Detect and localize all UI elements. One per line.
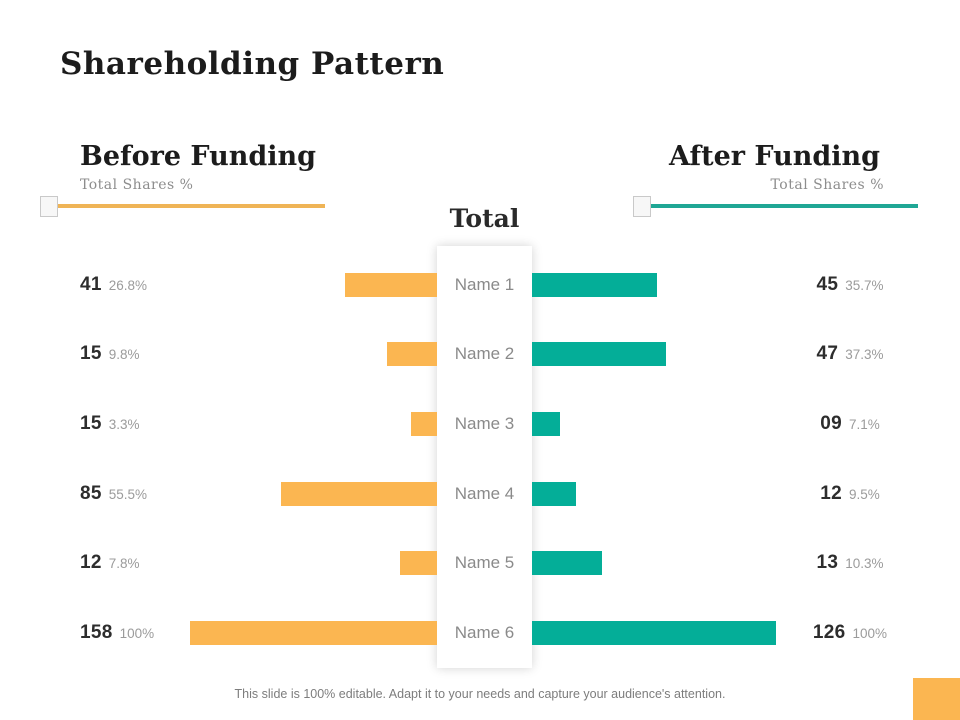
after-percent: 10.3%	[845, 556, 884, 572]
before-bar	[387, 342, 437, 367]
after-value-group: 126 100%	[785, 622, 915, 644]
category-label: Name 1	[454, 274, 515, 294]
center-column-panel	[437, 246, 532, 668]
before-bar	[190, 621, 437, 646]
after-funding-accent-rule	[651, 204, 918, 208]
after-funding-handle-square	[633, 196, 651, 217]
after-value: 13	[816, 552, 839, 574]
before-value-group: 158 100%	[80, 622, 154, 644]
before-funding-title: Before Funding	[80, 141, 317, 172]
before-value: 85	[80, 482, 102, 504]
after-percent: 37.3%	[845, 347, 884, 363]
table-row: 85 55.5% Name 4 12 9.5%	[0, 459, 960, 529]
before-percent: 3.3%	[108, 417, 140, 433]
after-bar	[532, 551, 602, 576]
before-percent: 7.8%	[108, 556, 140, 572]
before-funding-handle-square	[40, 196, 58, 217]
category-label: Name 5	[454, 553, 515, 573]
before-bar	[400, 551, 437, 576]
after-value: 126	[812, 622, 846, 644]
after-percent: 100%	[852, 626, 888, 642]
after-value: 12	[820, 482, 842, 504]
footer-note: This slide is 100% editable. Adapt it to…	[234, 687, 726, 701]
before-value-group: 41 26.8%	[80, 274, 147, 296]
after-value: 09	[820, 413, 842, 435]
after-value-group: 09 7.1%	[785, 413, 915, 435]
before-value-group: 15 3.3%	[80, 413, 140, 435]
corner-accent-square	[913, 678, 960, 720]
tornado-chart: 41 26.8% Name 1 45 35.7% 15 9.8% Name 2 …	[0, 250, 960, 668]
after-bar	[532, 481, 576, 506]
before-value: 15	[80, 343, 102, 365]
after-value-group: 13 10.3%	[785, 552, 915, 574]
after-bar	[532, 342, 666, 367]
before-funding-subtitle: Total Shares %	[80, 177, 194, 193]
after-value: 45	[816, 273, 839, 295]
table-row: 15 3.3% Name 3 09 7.1%	[0, 389, 960, 459]
after-value-group: 47 37.3%	[785, 343, 915, 365]
category-label: Name 3	[454, 414, 515, 434]
after-percent: 9.5%	[848, 486, 880, 502]
page-title: Shareholding Pattern	[60, 46, 445, 82]
category-label: Name 2	[454, 344, 515, 364]
center-total-title: Total	[449, 204, 520, 233]
table-row: 41 26.8% Name 1 45 35.7%	[0, 250, 960, 320]
category-label: Name 4	[454, 483, 515, 503]
before-value-group: 15 9.8%	[80, 343, 140, 365]
after-percent: 35.7%	[845, 277, 884, 293]
after-funding-title: After Funding	[669, 141, 880, 172]
after-funding-subtitle: Total Shares %	[770, 177, 884, 193]
before-percent: 26.8%	[108, 277, 148, 293]
before-bar	[345, 272, 437, 297]
category-label: Name 6	[454, 623, 515, 643]
before-value: 12	[80, 552, 102, 574]
before-value: 15	[80, 413, 102, 435]
before-percent: 55.5%	[108, 486, 148, 502]
before-value-group: 85 55.5%	[80, 483, 147, 505]
after-value-group: 45 35.7%	[785, 274, 915, 296]
before-bar	[281, 481, 437, 506]
before-value: 158	[80, 622, 113, 644]
after-value: 47	[816, 343, 839, 365]
table-row: 15 9.8% Name 2 47 37.3%	[0, 320, 960, 390]
table-row: 12 7.8% Name 5 13 10.3%	[0, 529, 960, 599]
after-value-group: 12 9.5%	[785, 483, 915, 505]
table-row: 158 100% Name 6 126 100%	[0, 598, 960, 668]
before-percent: 100%	[119, 626, 155, 642]
before-bar	[411, 412, 437, 437]
after-percent: 7.1%	[848, 417, 880, 433]
after-bar	[532, 621, 776, 646]
before-value-group: 12 7.8%	[80, 552, 140, 574]
before-value: 41	[80, 273, 102, 295]
after-bar	[532, 272, 657, 297]
before-percent: 9.8%	[108, 347, 140, 363]
after-bar	[532, 412, 560, 437]
before-funding-accent-rule	[58, 204, 325, 208]
